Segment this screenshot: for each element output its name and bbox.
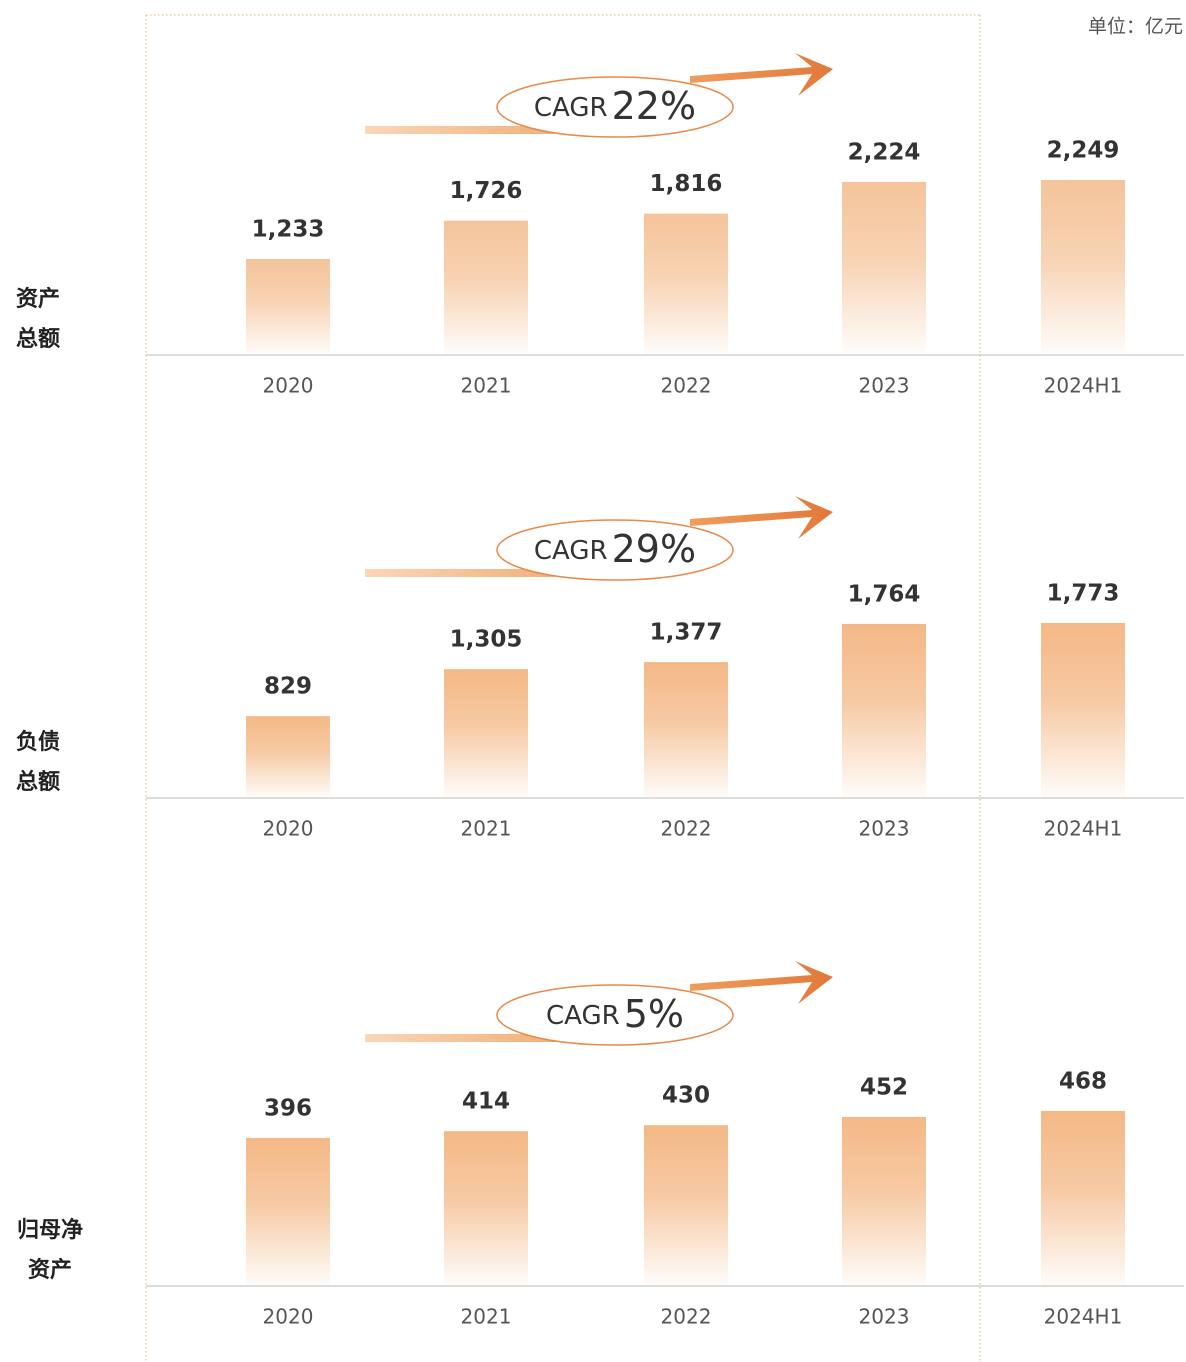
x-tick-label: 2020 (263, 374, 314, 398)
bar (644, 213, 728, 354)
x-tick-label: 2024H1 (1044, 1305, 1123, 1329)
x-tick-label: 2022 (661, 1305, 712, 1329)
x-tick-label: 2022 (661, 817, 712, 841)
x-tick-label: 2023 (859, 1305, 910, 1329)
bar (246, 1137, 330, 1285)
x-tick-label: 2020 (263, 1305, 314, 1329)
row-label: 资产 (16, 287, 60, 312)
x-tick-label: 2024H1 (1044, 817, 1123, 841)
lead-line (365, 126, 555, 134)
value-label: 430 (662, 1083, 710, 1109)
value-label: 452 (860, 1074, 908, 1100)
cagr-label: CAGR 5% (546, 992, 684, 1036)
cagr-ellipse (496, 76, 734, 138)
value-label: 468 (1059, 1069, 1107, 1095)
bar (1041, 1111, 1125, 1285)
cagr-ellipse (496, 519, 734, 581)
value-label: 396 (264, 1095, 312, 1121)
cagr-arrow (690, 961, 833, 1004)
bar (1041, 180, 1125, 354)
value-label: 2,249 (1047, 138, 1120, 164)
bar (444, 220, 528, 354)
cagr-prefix: CAGR (534, 536, 608, 566)
row-label: 归母净 (17, 1217, 83, 1243)
cagr-label: CAGR 29% (534, 527, 696, 571)
bar (444, 1131, 528, 1285)
cagr-ellipse (496, 984, 734, 1046)
unit-label: 单位：亿元 (1088, 16, 1183, 38)
cagr-prefix: CAGR (534, 93, 608, 123)
bar (842, 623, 926, 797)
bar (842, 181, 926, 354)
cagr-arrow (690, 496, 833, 539)
cagr-arrow (690, 53, 833, 96)
cagr-value: 22% (612, 84, 696, 128)
cagr-prefix: CAGR (546, 1001, 620, 1031)
value-label: 1,233 (252, 217, 325, 243)
cagr-label: CAGR 22% (534, 84, 696, 128)
value-label: 829 (264, 674, 312, 700)
bar (644, 1125, 728, 1285)
value-label: 2,224 (848, 139, 921, 165)
value-label: 1,816 (650, 171, 723, 197)
x-tick-label: 2023 (859, 817, 910, 841)
bar (842, 1116, 926, 1285)
x-tick-label: 2022 (661, 374, 712, 398)
x-tick-label: 2023 (859, 374, 910, 398)
value-label: 1,377 (650, 620, 723, 646)
cagr-value: 29% (612, 527, 696, 571)
lead-line (365, 569, 555, 577)
bar (644, 662, 728, 797)
value-label: 1,764 (848, 581, 921, 607)
x-tick-label: 2020 (263, 817, 314, 841)
row-label: 总额 (16, 326, 60, 352)
bar (246, 259, 330, 354)
value-label: 1,305 (450, 627, 523, 653)
cagr-value: 5% (624, 992, 684, 1036)
x-tick-label: 2021 (461, 817, 512, 841)
value-label: 1,773 (1047, 581, 1120, 607)
row-label: 负债 (16, 730, 60, 755)
bar (1041, 623, 1125, 797)
x-tick-label: 2024H1 (1044, 374, 1123, 398)
value-label: 1,726 (450, 178, 523, 204)
row-label: 总额 (16, 769, 60, 795)
bar (246, 716, 330, 797)
x-tick-label: 2021 (461, 1305, 512, 1329)
lead-line (365, 1034, 555, 1042)
row-label: 资产 (28, 1258, 72, 1283)
value-label: 414 (462, 1089, 510, 1115)
x-tick-label: 2021 (461, 374, 512, 398)
bar (444, 669, 528, 797)
